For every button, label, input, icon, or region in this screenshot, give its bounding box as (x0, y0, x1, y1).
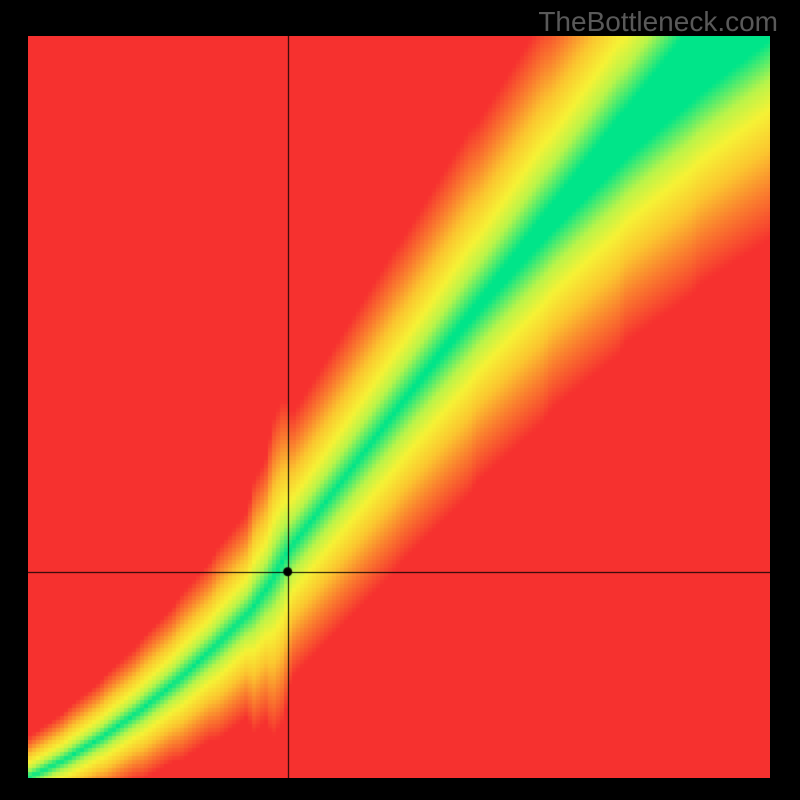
watermark-label: TheBottleneck.com (538, 6, 778, 38)
chart-container: { "watermark": { "text": "TheBottleneck.… (0, 0, 800, 800)
bottleneck-heatmap (28, 36, 770, 778)
